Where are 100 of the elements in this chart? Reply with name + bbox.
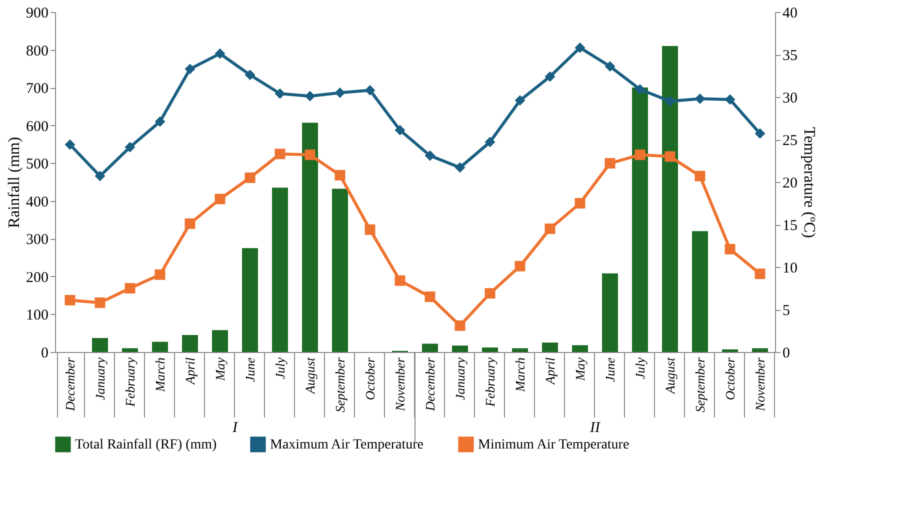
x-tick-label: December — [422, 356, 438, 412]
point — [304, 90, 316, 102]
point — [124, 142, 136, 152]
x-tick-label: July — [632, 357, 648, 380]
y2-axis-title: Temperature (ºC) — [800, 127, 818, 238]
legend-label: Maximum Air Temperature — [270, 437, 424, 452]
bar — [722, 349, 738, 352]
point — [634, 84, 646, 95]
point — [694, 170, 706, 182]
bar — [542, 342, 558, 352]
point — [514, 260, 526, 272]
y2-tick-label: 25 — [782, 133, 798, 149]
x-tick-label: April — [542, 357, 558, 386]
y-tick-label: 300 — [26, 232, 48, 248]
bar — [302, 122, 318, 352]
point — [724, 244, 736, 254]
x-tick-label: May — [212, 357, 228, 382]
point — [484, 136, 496, 148]
x-tick-label: January — [92, 357, 108, 400]
text: II — [589, 420, 601, 436]
x-tick-label: January — [452, 357, 468, 400]
point — [244, 172, 256, 183]
bar — [242, 248, 258, 352]
point — [184, 64, 196, 74]
x-tick-label: October — [362, 356, 378, 400]
bar — [272, 188, 288, 352]
bar — [92, 338, 108, 352]
point — [484, 288, 496, 299]
point — [94, 297, 106, 308]
point — [544, 71, 556, 82]
bar — [692, 231, 708, 352]
y2-tick-label: 0 — [782, 346, 790, 362]
point — [664, 151, 676, 162]
point — [64, 294, 76, 306]
bar — [572, 345, 588, 352]
x-tick-label: April — [182, 357, 198, 386]
bar — [452, 346, 468, 352]
point — [124, 283, 136, 294]
bar — [122, 348, 138, 352]
bar — [632, 88, 648, 352]
point — [184, 218, 196, 229]
legend-label: Minimum Air Temperature — [478, 437, 630, 452]
y-axis-title: Rainfall (mm) — [6, 136, 23, 228]
bar — [152, 342, 168, 352]
point — [454, 162, 466, 173]
point — [604, 61, 616, 72]
bar — [752, 348, 768, 352]
x-tick-label: September — [332, 356, 348, 412]
y-tick-label: 200 — [26, 270, 48, 286]
bar — [512, 348, 528, 352]
bar — [482, 347, 498, 352]
point — [514, 95, 526, 106]
y-tick-label: 500 — [26, 156, 48, 173]
y-tick-label: 100 — [26, 308, 48, 324]
legend-label: Total Rainfall (RF) (mm) — [75, 437, 218, 452]
bar — [662, 46, 678, 352]
point — [724, 94, 736, 105]
point — [664, 96, 676, 106]
point — [634, 150, 646, 160]
bar — [332, 188, 348, 352]
text: I — [232, 420, 238, 436]
point — [424, 150, 436, 161]
x-tick-label: June — [242, 357, 258, 382]
point — [154, 116, 166, 127]
point — [64, 139, 76, 150]
point — [544, 224, 556, 234]
x-tick-label: February — [482, 357, 498, 408]
point — [754, 268, 766, 280]
point — [154, 269, 166, 280]
point — [274, 148, 286, 160]
point — [244, 70, 256, 80]
x-tick-label: August — [662, 357, 678, 395]
point — [394, 124, 406, 136]
x-tick-label: November — [752, 356, 768, 412]
x-tick-label: October — [722, 356, 738, 400]
x-tick-label: August — [302, 357, 318, 395]
point — [604, 158, 616, 169]
x-tick-label: February — [122, 357, 138, 408]
point — [574, 198, 586, 208]
y2-tick-label: 35 — [782, 48, 798, 64]
x-tick-label: July — [272, 357, 288, 380]
y2-tick-label: 40 — [782, 6, 798, 22]
y-tick-label: 800 — [26, 43, 48, 60]
bar — [212, 330, 228, 352]
point — [274, 88, 286, 99]
point — [754, 128, 766, 139]
point — [694, 93, 706, 104]
point — [334, 88, 346, 98]
x-tick-label: November — [392, 356, 408, 412]
bar — [602, 273, 618, 352]
point — [94, 170, 106, 182]
x-tick-label: June — [602, 357, 618, 382]
point — [214, 194, 226, 204]
point — [454, 320, 466, 331]
y2-tick-label: 20 — [782, 176, 798, 192]
point — [304, 150, 316, 160]
y2-tick-label: 5 — [782, 303, 790, 319]
x-tick-label: March — [512, 358, 528, 393]
point — [364, 224, 376, 235]
bar — [182, 335, 198, 352]
